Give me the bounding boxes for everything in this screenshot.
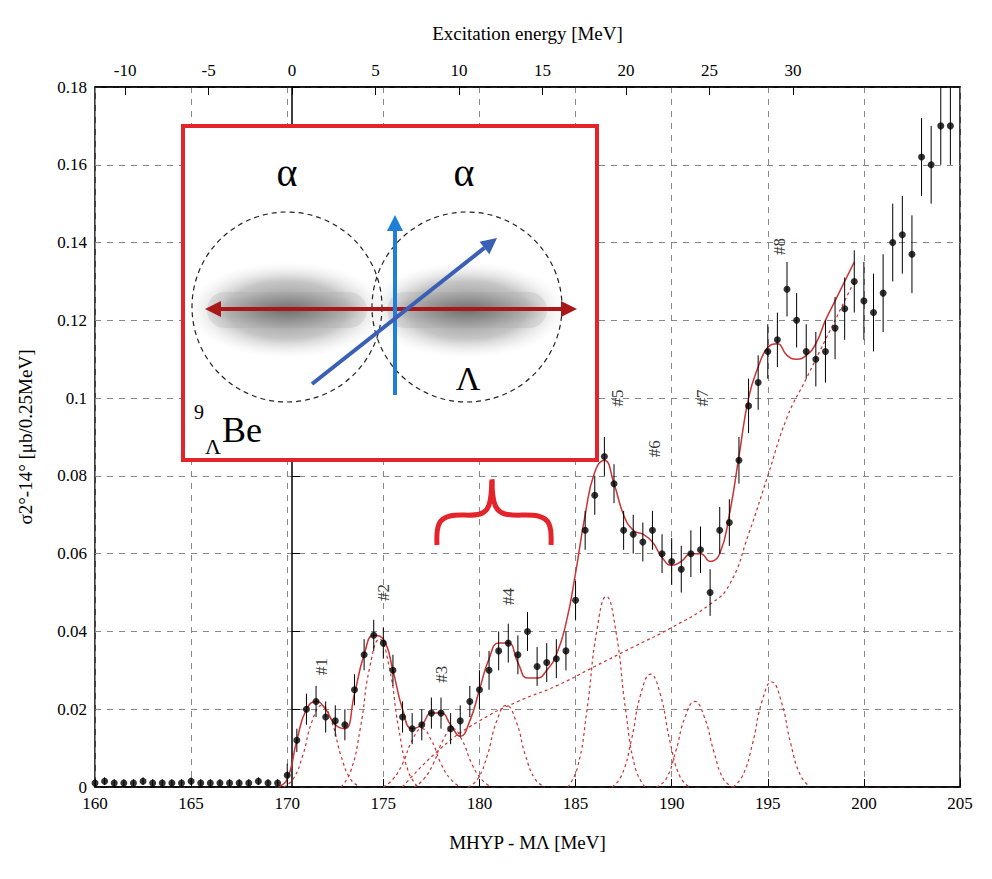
svg-text:9: 9: [194, 401, 204, 423]
svg-text:175: 175: [371, 794, 397, 813]
svg-text:185: 185: [563, 794, 589, 813]
svg-text:Λ: Λ: [205, 434, 221, 459]
svg-text:190: 190: [659, 794, 685, 813]
svg-text:205: 205: [947, 794, 973, 813]
svg-text:0.02: 0.02: [57, 700, 87, 719]
svg-text:#6: #6: [645, 440, 664, 457]
svg-text:160: 160: [82, 794, 108, 813]
svg-text:-10: -10: [114, 61, 137, 80]
svg-text:180: 180: [467, 794, 493, 813]
svg-text:MHYP - MΛ [MeV]: MHYP - MΛ [MeV]: [449, 832, 606, 853]
svg-text:α: α: [277, 150, 298, 195]
svg-text:195: 195: [755, 794, 781, 813]
svg-text:#4: #4: [499, 587, 518, 605]
svg-text:0: 0: [78, 777, 87, 797]
svg-text:#7: #7: [693, 389, 712, 407]
svg-text:0.12: 0.12: [57, 311, 87, 330]
svg-text:#3: #3: [432, 666, 451, 683]
svg-text:Excitation energy [MeV]: Excitation energy [MeV]: [432, 23, 623, 44]
svg-text:20: 20: [618, 61, 635, 80]
svg-text:0.08: 0.08: [57, 466, 87, 485]
svg-text:-5: -5: [201, 61, 215, 80]
svg-text:0.18: 0.18: [57, 78, 87, 97]
svg-text:165: 165: [178, 794, 204, 813]
svg-text:α: α: [454, 150, 475, 195]
svg-text:#2: #2: [374, 584, 393, 601]
svg-text:0: 0: [288, 61, 297, 80]
svg-text:0.04: 0.04: [57, 622, 87, 641]
svg-text:15: 15: [534, 61, 551, 80]
svg-text:25: 25: [701, 61, 718, 80]
svg-text:0.06: 0.06: [57, 544, 87, 563]
svg-text:#8: #8: [770, 238, 789, 255]
svg-text:170: 170: [274, 794, 300, 813]
svg-text:0.14: 0.14: [57, 233, 87, 252]
svg-text:#5: #5: [608, 390, 627, 407]
svg-text:Be: Be: [222, 410, 262, 450]
svg-text:0.1: 0.1: [66, 389, 87, 408]
svg-text:10: 10: [451, 61, 468, 80]
svg-text:5: 5: [371, 61, 380, 80]
svg-text:200: 200: [851, 794, 877, 813]
svg-text:Λ: Λ: [456, 360, 481, 397]
svg-text:0.16: 0.16: [57, 155, 87, 174]
svg-text:σ2°-14° [μb/0.25MeV]: σ2°-14° [μb/0.25MeV]: [15, 350, 36, 525]
svg-text:30: 30: [785, 61, 802, 80]
svg-text:#1: #1: [312, 658, 331, 675]
